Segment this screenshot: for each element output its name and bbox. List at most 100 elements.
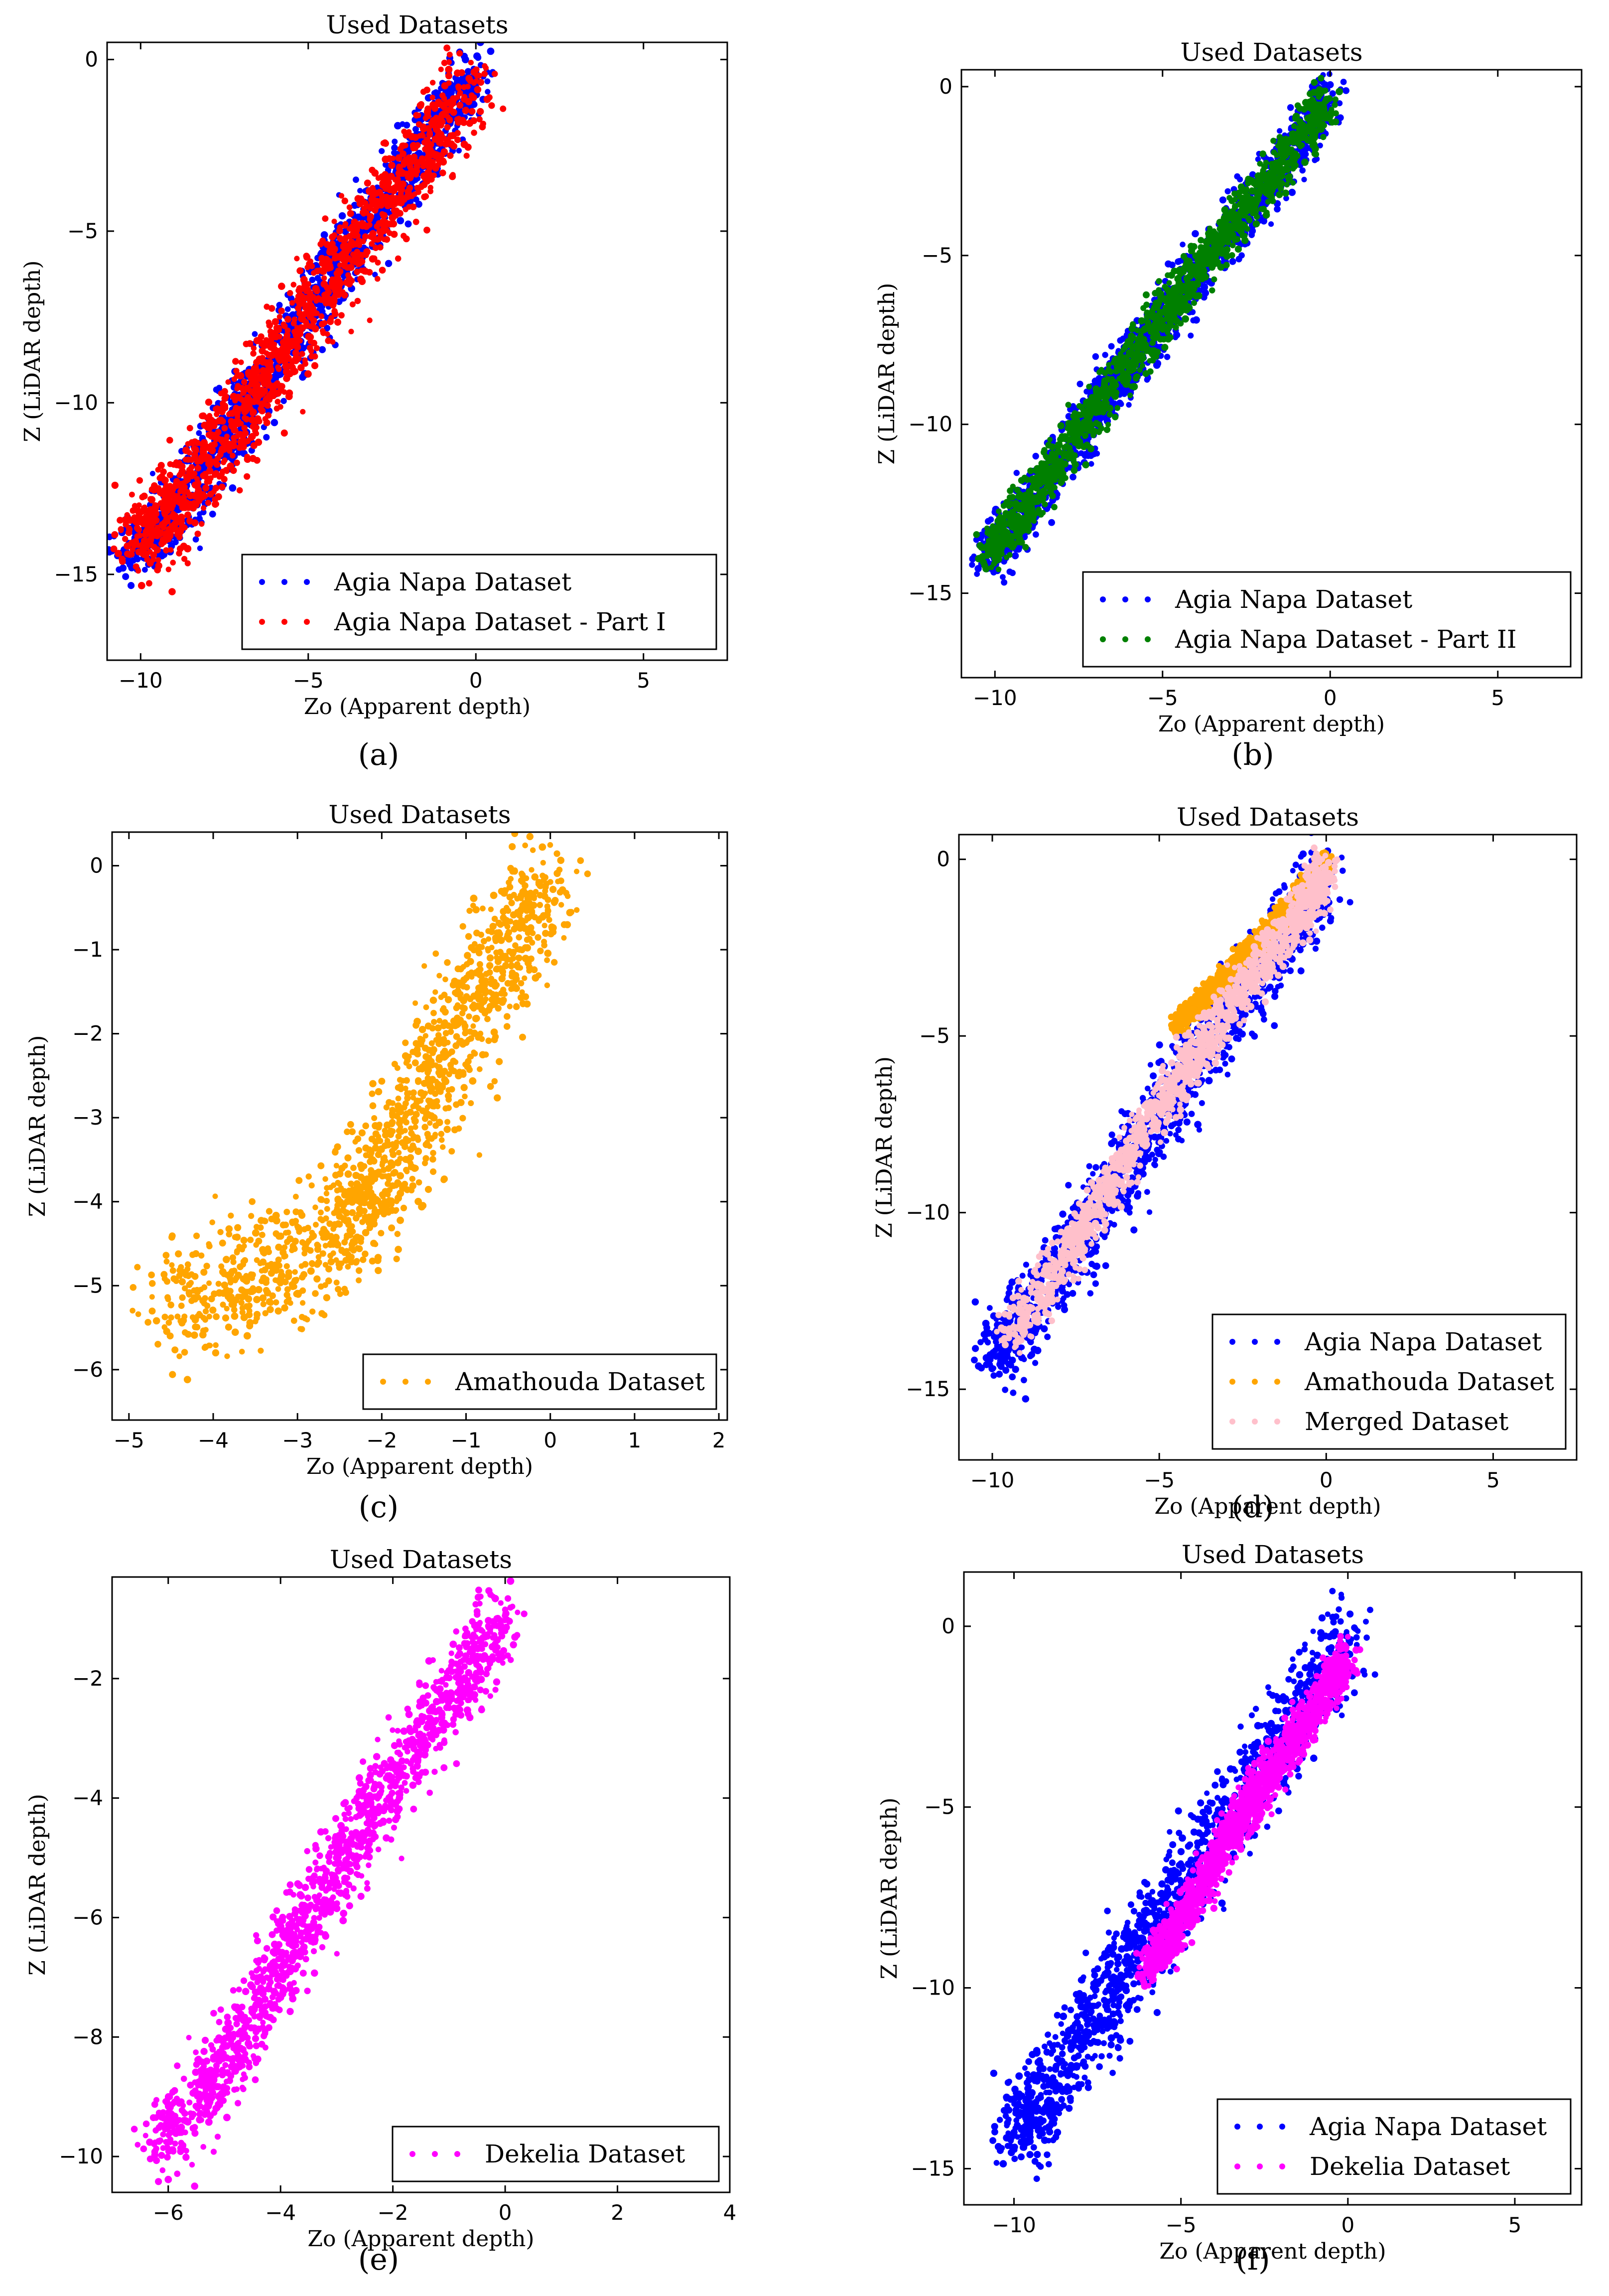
data-point [379,267,386,274]
data-point [441,59,448,66]
data-point [122,536,129,542]
data-point [474,86,482,94]
data-point [271,318,279,326]
data-point [244,473,251,480]
data-point [444,124,451,131]
data-point [180,543,188,550]
data-point [137,581,145,589]
data-point [1108,343,1115,350]
data-point [278,283,285,290]
data-point [364,179,372,187]
data-point [287,290,293,296]
data-point [1000,574,1006,580]
data-point [155,557,161,563]
data-point [289,300,295,306]
data-point [324,324,331,332]
data-point [245,394,252,401]
data-point [1248,232,1255,238]
data-point [118,526,124,533]
data-point [371,169,379,177]
data-point [241,379,248,386]
data-point [276,301,283,308]
data-point [1229,258,1236,265]
data-point [342,223,348,229]
data-point [141,515,147,521]
data-point [320,231,328,239]
data-point [135,518,143,526]
data-point [346,256,352,262]
data-point [284,315,291,323]
data-point [335,291,342,298]
data-point [481,70,488,77]
data-point [210,447,216,453]
y-tick-label: 0 [85,47,98,71]
data-point [128,518,134,524]
data-point [321,320,328,326]
data-point [1082,461,1090,468]
data-point [266,359,273,366]
data-point [383,173,389,179]
data-point [306,260,313,268]
data-point [475,54,482,61]
data-point [146,580,152,587]
legend-marker [304,579,310,585]
data-point [974,565,982,573]
data-point [166,471,173,478]
data-point [1209,287,1215,293]
data-point [470,68,478,76]
data-point [488,102,495,109]
data-point [1274,205,1281,213]
data-point [1299,167,1306,174]
data-point [154,527,161,534]
data-point [409,142,417,149]
data-point [341,238,348,245]
data-point [331,218,337,224]
data-point [233,368,240,374]
data-point [212,472,218,478]
data-point [402,235,410,243]
data-point [254,457,261,464]
data-point [435,129,442,136]
data-point [419,132,425,138]
data-point [270,333,277,341]
data-point [484,78,491,85]
data-point [367,317,373,323]
data-point [415,200,422,208]
panel-caption: (a) [358,737,400,772]
data-point [460,96,468,103]
data-point [370,185,376,191]
data-point [311,353,318,360]
data-point [290,320,297,327]
data-point [427,184,433,191]
data-point [1048,519,1056,526]
y-tick-label: −15 [54,562,98,586]
data-point [1277,128,1283,134]
data-point [456,84,462,90]
data-point [154,567,161,574]
data-point [267,397,273,403]
data-point [309,323,316,330]
data-point [477,108,484,115]
data-point [1192,230,1199,238]
data-point [233,405,240,411]
data-point [268,305,275,312]
data-point [456,147,462,153]
data-point [1164,354,1171,360]
data-point [391,144,398,151]
data-point [382,185,390,192]
data-point [182,525,188,531]
data-point [1001,579,1008,586]
data-point [151,532,158,539]
data-point [186,450,192,456]
data-point [142,567,148,573]
data-point [477,79,485,86]
data-point [1095,429,1102,435]
data-point [192,492,199,499]
data-point [331,286,338,292]
data-point [216,385,223,391]
data-point [135,512,142,519]
data-point [219,471,225,477]
scatter-points-a [107,42,507,595]
data-point [987,516,994,523]
